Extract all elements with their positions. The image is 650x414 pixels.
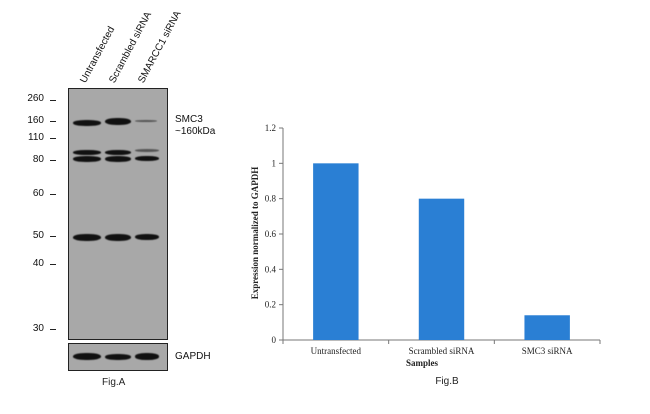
mw-marker-260: 260 <box>27 93 44 104</box>
mw-marker-80: 80 <box>32 154 44 165</box>
y-tick-label: 0.4 <box>265 264 277 274</box>
mw-tick <box>50 194 56 195</box>
mw-marker-110: 110 <box>28 132 44 143</box>
band-gapdh-lane2 <box>105 354 131 360</box>
band-gapdh-lane3 <box>135 353 159 360</box>
mw-tick <box>50 329 56 330</box>
mw-marker-40: 40 <box>32 258 44 269</box>
y-tick-label: 0.6 <box>265 229 277 239</box>
mw-tick <box>50 264 56 265</box>
mw-tick <box>50 121 56 122</box>
bar <box>418 198 465 340</box>
band-90-lane3 <box>135 149 159 152</box>
y-tick-label: 1 <box>272 158 277 168</box>
band-smc3-lane2 <box>105 118 131 125</box>
band-50-lane3 <box>135 234 159 240</box>
band-50-lane2 <box>105 234 131 241</box>
y-tick-label: 0.8 <box>265 194 277 204</box>
y-tick-label: 0 <box>272 335 277 345</box>
mw-tick <box>50 138 56 139</box>
y-tick-label: 1.2 <box>265 123 276 133</box>
blot-membrane <box>68 88 168 340</box>
loading-control-blot <box>68 343 168 371</box>
mw-tick <box>50 236 56 237</box>
band-90-lane1 <box>73 150 101 155</box>
mw-marker-30: 30 <box>32 323 44 334</box>
band-80-lane1 <box>73 156 101 162</box>
x-tick-label: Scrambled siRNA <box>409 346 475 356</box>
y-tick-label: 0.2 <box>265 300 276 310</box>
bar <box>524 315 570 340</box>
target-protein-label: SMC3 <box>175 114 203 125</box>
y-axis-label: Expression normalized to GAPDH <box>250 167 260 300</box>
x-tick-label: SMC3 siRNA <box>522 346 573 356</box>
mw-tick <box>50 100 56 101</box>
figure-b-caption: Fig.B <box>435 376 459 387</box>
band-50-lane1 <box>73 234 101 241</box>
bar <box>313 163 359 340</box>
band-80-lane3 <box>135 156 159 161</box>
x-axis-label: Samples <box>406 358 439 368</box>
band-gapdh-lane1 <box>73 353 101 360</box>
band-smc3-lane3 <box>135 120 157 122</box>
mw-marker-60: 60 <box>32 188 44 199</box>
band-80-lane2 <box>105 156 131 162</box>
loading-control-label: GAPDH <box>175 351 211 362</box>
mw-marker-160: 160 <box>27 115 44 126</box>
figure-a-caption: Fig.A <box>102 377 126 388</box>
band-90-lane2 <box>105 150 131 155</box>
mw-marker-50: 50 <box>32 230 44 241</box>
mw-tick <box>50 160 56 161</box>
band-smc3-lane1 <box>73 120 101 126</box>
x-tick-label: Untransfected <box>311 346 362 356</box>
target-size-label: ~160kDa <box>175 126 216 137</box>
